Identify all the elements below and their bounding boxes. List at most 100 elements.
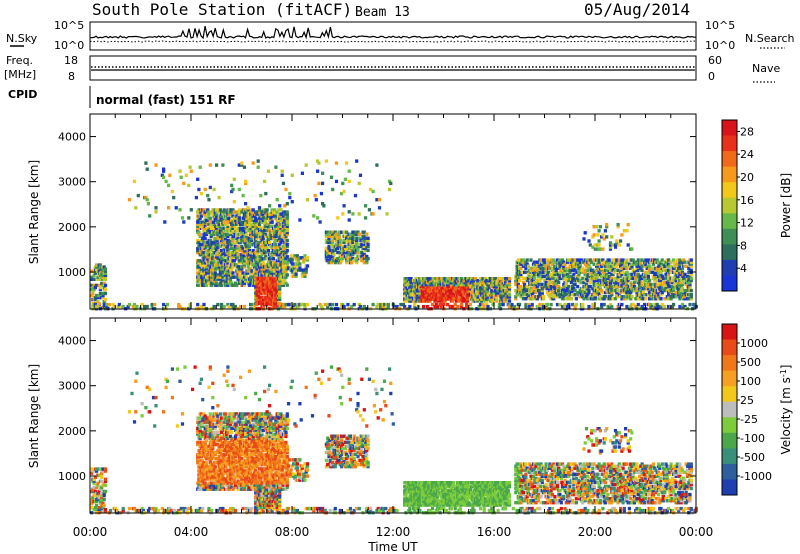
heatmap-cell bbox=[100, 475, 104, 479]
heatmap-cell bbox=[625, 260, 629, 264]
heatmap-cell bbox=[624, 264, 628, 268]
heatmap-cell bbox=[364, 216, 368, 220]
heatmap-cell bbox=[242, 281, 246, 285]
heatmap-cell bbox=[251, 249, 255, 253]
heatmap-cell bbox=[590, 270, 594, 274]
heatmap-cell bbox=[254, 265, 258, 269]
heatmap-cell bbox=[199, 304, 203, 309]
heatmap-cell bbox=[217, 195, 221, 200]
heatmap-cell bbox=[204, 259, 209, 263]
heatmap-cell bbox=[656, 282, 661, 287]
heatmap-cell bbox=[255, 253, 259, 257]
heatmap-cell bbox=[559, 264, 563, 268]
heatmap-cell bbox=[250, 275, 254, 279]
heatmap-cell bbox=[656, 262, 661, 266]
heatmap-cell bbox=[96, 275, 100, 279]
heatmap-cell bbox=[287, 266, 291, 270]
heatmap-cell bbox=[347, 234, 351, 238]
heatmap-cell bbox=[199, 263, 203, 267]
heatmap-cell bbox=[607, 274, 611, 279]
heatmap-cell bbox=[516, 272, 520, 277]
heatmap-cell bbox=[646, 274, 650, 279]
heatmap-cell bbox=[516, 286, 520, 291]
heatmap-cell bbox=[535, 260, 539, 264]
heatmap-cell bbox=[232, 200, 236, 204]
heatmap-cell bbox=[367, 208, 371, 212]
colorbar-tick-label: 24 bbox=[740, 148, 754, 161]
heatmap-cell bbox=[275, 228, 279, 233]
heatmap-cell bbox=[241, 251, 245, 255]
heatmap-cell bbox=[92, 485, 96, 490]
heatmap-cell bbox=[236, 265, 240, 269]
nave-tick-bottom: 0 bbox=[708, 70, 715, 83]
heatmap-cell bbox=[343, 177, 347, 181]
heatmap-cell bbox=[93, 506, 97, 510]
heatmap-cell bbox=[603, 290, 607, 295]
heatmap-cell bbox=[568, 293, 572, 297]
heatmap-cell bbox=[213, 265, 217, 269]
heatmap-cell bbox=[366, 256, 370, 261]
heatmap-cell bbox=[275, 283, 279, 287]
heatmap-cell bbox=[521, 293, 525, 297]
heatmap-cell bbox=[198, 210, 202, 214]
heatmap-cell bbox=[654, 304, 658, 309]
heatmap-cell bbox=[305, 258, 310, 262]
heatmap-cell bbox=[246, 222, 250, 226]
heatmap-cell bbox=[265, 246, 269, 251]
heatmap-cell bbox=[563, 270, 567, 274]
heatmap-cell bbox=[499, 302, 503, 307]
heatmap-cell bbox=[678, 282, 682, 287]
heatmap-cell bbox=[249, 253, 253, 257]
heatmap-cell bbox=[273, 285, 277, 289]
heatmap-cell bbox=[285, 220, 289, 224]
heatmap-cell bbox=[226, 220, 230, 224]
heatmap-cell bbox=[352, 250, 356, 255]
heatmap-cell bbox=[377, 198, 382, 202]
heatmap-cell bbox=[562, 264, 566, 268]
heatmap-cell bbox=[358, 304, 363, 309]
heatmap-cell bbox=[362, 252, 366, 257]
heatmap-cell bbox=[261, 281, 265, 285]
heatmap-cell bbox=[620, 284, 624, 289]
heatmap-cell bbox=[146, 202, 150, 206]
heatmap-cell bbox=[273, 271, 277, 275]
heatmap-cell bbox=[334, 302, 339, 307]
heatmap-cell bbox=[602, 260, 606, 264]
heatmap-cell bbox=[249, 212, 253, 216]
heatmap-cell bbox=[386, 304, 390, 309]
heatmap-cell bbox=[284, 271, 288, 275]
heatmap-cell bbox=[548, 278, 552, 283]
heatmap-cell bbox=[225, 242, 229, 247]
heatmap-cell bbox=[673, 293, 677, 297]
heatmap-cell bbox=[93, 271, 97, 275]
heatmap-cell bbox=[90, 287, 94, 292]
heatmap-cell bbox=[645, 282, 649, 287]
heatmap-cell bbox=[371, 189, 375, 194]
heatmap-cell bbox=[338, 238, 342, 242]
heatmap-cell bbox=[203, 224, 207, 228]
heatmap-cell bbox=[637, 264, 642, 268]
heatmap-cell bbox=[140, 302, 144, 307]
heatmap-cell bbox=[227, 216, 231, 220]
heatmap-cell bbox=[413, 283, 417, 287]
heatmap-cell bbox=[441, 291, 445, 295]
heatmap-cell bbox=[324, 238, 328, 242]
heatmap-cell bbox=[437, 299, 441, 303]
heatmap-cell bbox=[366, 236, 370, 240]
heatmap-cell bbox=[518, 258, 522, 262]
heatmap-cell bbox=[659, 278, 663, 283]
heatmap-cell bbox=[616, 225, 620, 229]
heatmap-cell bbox=[278, 277, 282, 281]
heatmap-cell bbox=[615, 293, 619, 297]
heatmap-cell bbox=[588, 272, 592, 277]
heatmap-cell bbox=[220, 283, 224, 287]
heatmap-cell bbox=[352, 232, 356, 236]
heatmap-cell bbox=[265, 271, 269, 275]
heatmap-cell bbox=[425, 293, 429, 297]
heatmap-cell bbox=[227, 253, 231, 257]
heatmap-cell bbox=[607, 258, 611, 262]
heatmap-cell bbox=[418, 293, 422, 297]
heatmap-cell bbox=[663, 304, 667, 309]
heatmap-cell bbox=[302, 260, 306, 264]
heatmap-cell bbox=[103, 508, 108, 512]
